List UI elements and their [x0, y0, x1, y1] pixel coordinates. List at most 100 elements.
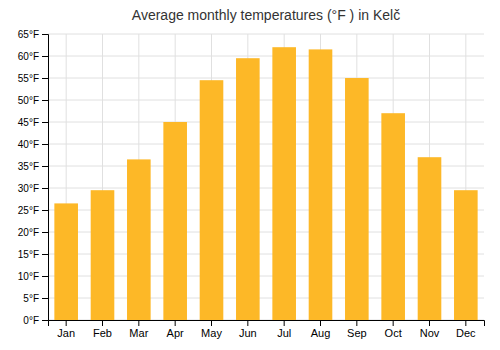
tick: Jul [277, 320, 291, 339]
tick-label: May [201, 327, 222, 339]
tick-label: 15°F [18, 249, 39, 260]
tick-mark [42, 122, 48, 123]
tick-mark [42, 34, 48, 35]
bar [381, 113, 405, 320]
tick-label: 30°F [18, 183, 39, 194]
plot: Jan Feb Mar Apr May Jun Jul Aug Sep Oct Nov Dec 0°F 5… [18, 29, 485, 339]
tick-label: 20°F [18, 227, 39, 238]
tick-label: Jun [239, 327, 257, 339]
tick-mark [465, 320, 466, 326]
tick-label: Sep [347, 327, 367, 339]
tick-mark [247, 320, 248, 326]
tick-mark [138, 320, 139, 326]
bar [272, 47, 296, 320]
tick: Feb [93, 320, 112, 339]
tick: Dec [456, 320, 476, 339]
tick: 55°F [18, 73, 48, 84]
tick-mark [42, 56, 48, 57]
bar [418, 157, 442, 320]
tick-mark [42, 78, 48, 79]
tick: Apr [167, 320, 184, 339]
tick-label: Dec [456, 327, 476, 339]
bar [127, 159, 151, 320]
tick: Nov [420, 320, 440, 339]
tick-label: 35°F [18, 161, 39, 172]
grid-line [48, 78, 484, 79]
tick-mark [42, 276, 48, 277]
tick-mark [66, 320, 67, 326]
tick: Oct [385, 320, 402, 339]
tick-mark [284, 320, 285, 326]
tick: 0°F [23, 315, 48, 326]
tick-label: Jul [277, 327, 291, 339]
tick: 25°F [18, 205, 48, 216]
grid-line [48, 144, 484, 145]
title: Average monthly temperatures (°F ) in Ke… [132, 7, 400, 23]
tick-mark [356, 320, 357, 326]
bar [454, 190, 478, 320]
tick: 10°F [18, 271, 48, 282]
tick-label: Aug [311, 327, 331, 339]
tick: Sep [347, 320, 367, 339]
tick: Aug [311, 320, 331, 339]
grid [48, 34, 484, 320]
tick-label: Feb [93, 327, 112, 339]
tick: 30°F [18, 183, 48, 194]
grid-line [48, 122, 484, 123]
tick: Jun [239, 320, 257, 339]
tick-label: 65°F [18, 29, 39, 40]
tick: 65°F [18, 29, 48, 40]
tick-mark [42, 188, 48, 189]
tick-mark [42, 320, 48, 321]
tick: 40°F [18, 139, 48, 150]
tick-mark [42, 210, 48, 211]
tick-mark [42, 298, 48, 299]
tick: Jan [57, 320, 75, 339]
tick-mark [175, 320, 176, 326]
tick-mark [429, 320, 430, 326]
tick-mark [42, 144, 48, 145]
tick-mark [42, 232, 48, 233]
grid-line [48, 100, 484, 101]
grid-line [48, 56, 484, 57]
tick: 15°F [18, 249, 48, 260]
tick-label: 40°F [18, 139, 39, 150]
tick-mark [42, 166, 48, 167]
x-axis: Jan Feb Mar Apr May Jun Jul Aug Sep Oct Nov Dec [49, 320, 485, 339]
tick: Mar [129, 320, 148, 339]
tick: 35°F [18, 161, 48, 172]
tick: 50°F [18, 95, 48, 106]
tick-label: Jan [57, 327, 75, 339]
tick-label: Oct [385, 327, 402, 339]
tick-label: 50°F [18, 95, 39, 106]
tick-label: 0°F [23, 315, 39, 326]
tick-label: 10°F [18, 271, 39, 282]
tick-label: Nov [420, 327, 440, 339]
axis-line [49, 321, 485, 327]
tick-label: Apr [167, 327, 184, 339]
tick: 45°F [18, 117, 48, 128]
tick-label: 5°F [23, 293, 39, 304]
bar [54, 203, 78, 320]
tick-mark [211, 320, 212, 326]
tick-label: 45°F [18, 117, 39, 128]
tick-mark [42, 100, 48, 101]
axis-line [42, 35, 49, 321]
bar [345, 78, 369, 320]
tick-mark [393, 320, 394, 326]
y-axis: 0°F 5°F 10°F 15°F 20°F 25°F 30°F 35°F 40°F 45°F 50… [18, 29, 49, 326]
bar [309, 49, 333, 320]
tick: 20°F [18, 227, 48, 238]
tick: 60°F [18, 51, 48, 62]
tick: 5°F [23, 293, 48, 304]
bar [91, 190, 115, 320]
tick-label: Mar [129, 327, 148, 339]
tick: May [201, 320, 222, 339]
tick-label: 25°F [18, 205, 39, 216]
bar [236, 58, 260, 320]
chart: Jan Feb Mar Apr May Jun Jul Aug Sep Oct Nov Dec 0°F 5… [0, 0, 500, 350]
bars [54, 47, 477, 320]
tick-mark [102, 320, 103, 326]
grid-line [48, 34, 484, 35]
tick-mark [42, 254, 48, 255]
